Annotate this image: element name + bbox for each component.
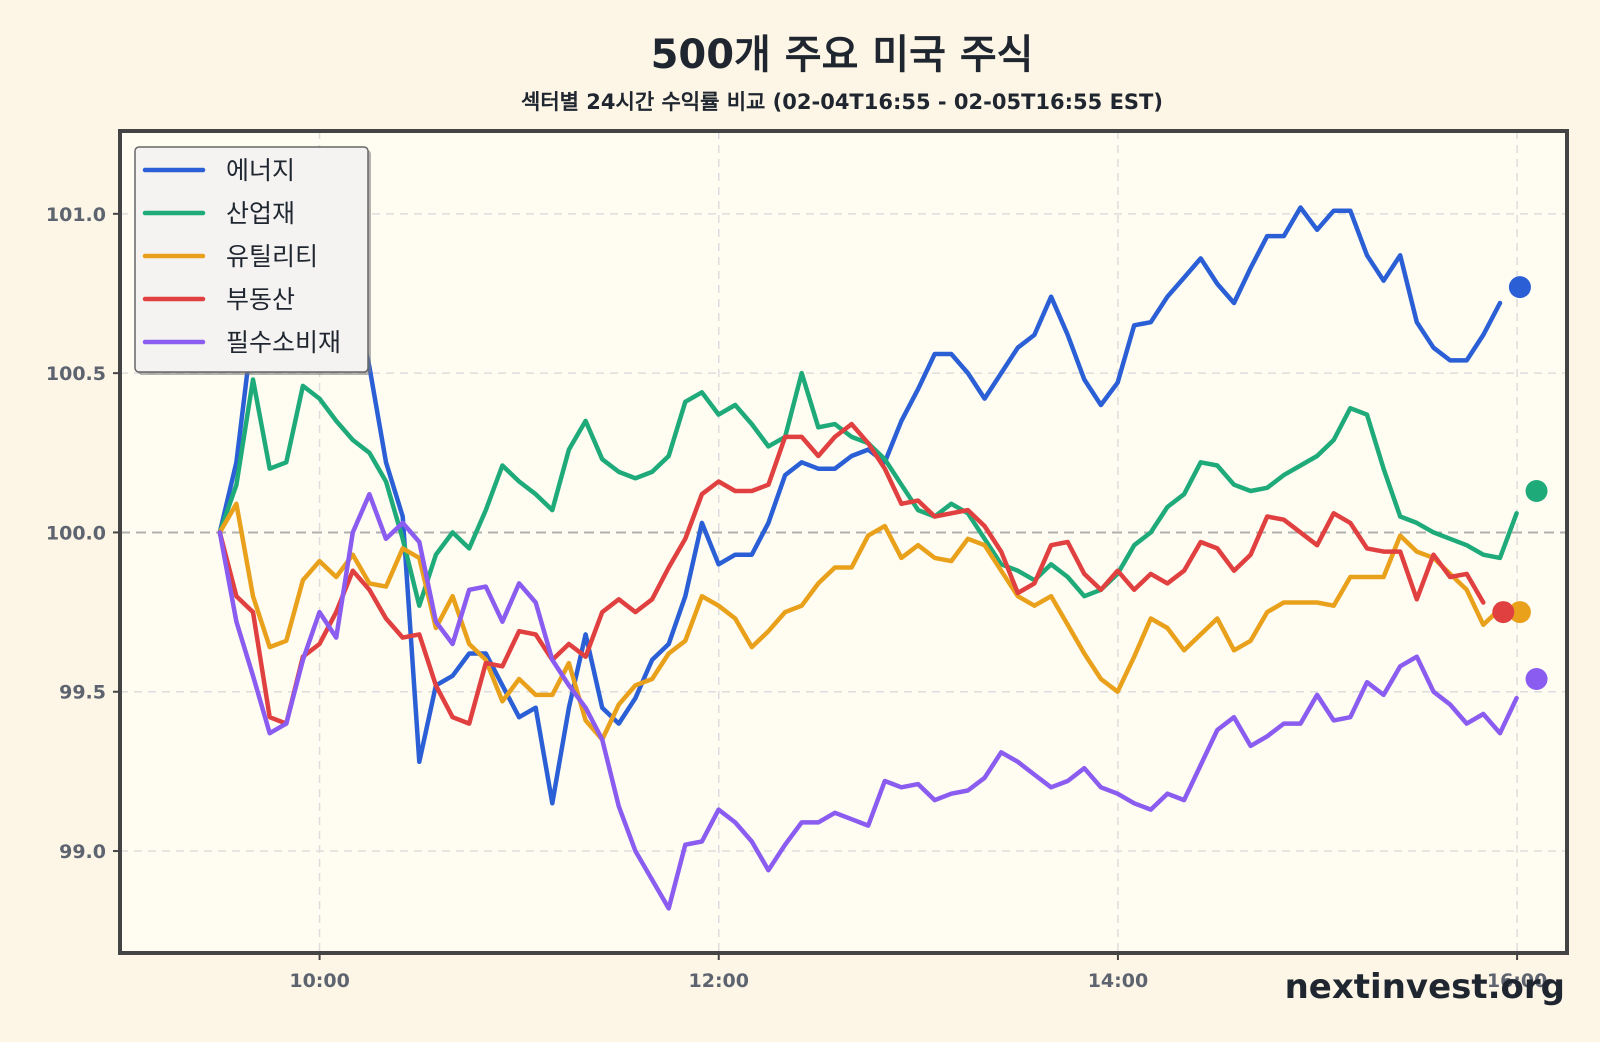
legend-box <box>134 146 369 373</box>
plot-frame <box>118 129 1569 955</box>
legend-label: 필수소비재 <box>226 328 341 357</box>
series-line-4 <box>217 421 1486 726</box>
y-axis-ticks: 99.0 99.5 100.0 100.5 101.0 <box>46 204 120 863</box>
watermark: nextinvest.org <box>1285 967 1565 1007</box>
y-tick-label: 99.0 <box>59 841 106 863</box>
series-end-marker-2 <box>1525 480 1548 503</box>
legend-label: 산업재 <box>226 199 295 228</box>
y-tick-label: 100.5 <box>46 363 106 385</box>
y-tick-label: 99.5 <box>59 682 106 704</box>
series-line-1 <box>217 205 1503 806</box>
series-end-marker-5 <box>1525 668 1548 690</box>
x-tick-label: 12:00 <box>689 970 749 992</box>
chart-subtitle: 섹터별 24시간 수익률 비교 (02-04T16:55 - 02-05T16:… <box>521 90 1163 114</box>
y-tick-label: 100.0 <box>46 522 106 544</box>
legend-label: 유틸리티 <box>226 242 318 271</box>
x-tick-label: 14:00 <box>1088 970 1148 992</box>
legend-label: 부동산 <box>226 285 295 314</box>
series-end-marker-4 <box>1492 601 1515 624</box>
series-lines <box>217 205 1519 911</box>
x-tick-label: 16:00 <box>1487 970 1547 992</box>
chart-title: 500개 주요 미국 주식 <box>651 32 1034 78</box>
x-axis-ticks: 10:00 12:00 14:00 16:00 <box>289 953 1547 992</box>
series-end-marker-3 <box>1508 601 1531 624</box>
x-tick-label: 10:00 <box>289 970 349 992</box>
legend-label: 에너지 <box>226 156 295 185</box>
series-line-5 <box>217 491 1519 911</box>
y-tick-label: 101.0 <box>46 204 106 226</box>
end-markers <box>1492 276 1548 690</box>
series-end-marker-1 <box>1508 276 1531 299</box>
